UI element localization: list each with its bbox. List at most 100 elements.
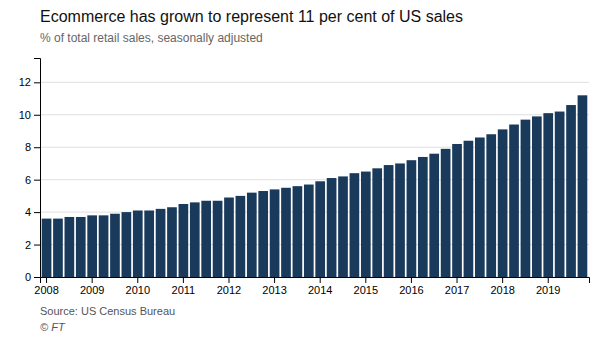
x-tick-mark: [411, 277, 412, 283]
x-tick-label: 2010: [126, 284, 150, 296]
x-tick-label: 2015: [354, 284, 378, 296]
bar: [578, 95, 588, 277]
bar: [224, 198, 234, 277]
x-tick-label: 2019: [536, 284, 560, 296]
y-tick-label: 8: [25, 141, 31, 153]
x-tick-label: 2008: [34, 284, 58, 296]
bar: [179, 204, 189, 277]
y-tick: 2: [25, 239, 40, 251]
bar: [315, 181, 325, 277]
bar: [156, 209, 166, 277]
bar: [99, 215, 109, 277]
x-tick-mark: [92, 277, 93, 283]
x-tick: 2018: [490, 277, 514, 296]
bar: [213, 201, 223, 277]
bar: [407, 160, 417, 277]
x-tick-label: 2018: [490, 284, 514, 296]
bar: [566, 105, 576, 277]
x-tick-mark: [320, 277, 321, 283]
bar: [486, 134, 496, 277]
title: Ecommerce has grown to represent 11 per …: [40, 8, 463, 25]
bar: [327, 178, 337, 277]
y-tick-label: 4: [25, 206, 31, 218]
x-tick-mark: [457, 277, 458, 283]
bar: [521, 120, 531, 277]
y-tick-label: 6: [25, 174, 31, 186]
y-tick: 4: [25, 206, 40, 218]
bar: [236, 196, 246, 277]
x-tick: 2019: [536, 277, 560, 296]
x-tick-mark: [502, 277, 503, 283]
x-tick-mark: [183, 277, 184, 283]
y-tick-mark: [34, 245, 40, 246]
y-axis-line: [34, 59, 41, 278]
bar: [190, 202, 200, 277]
grid-line: [40, 114, 589, 115]
y-tick: 12: [19, 76, 40, 88]
y-tick-label: 10: [19, 109, 31, 121]
y-tick-mark: [34, 115, 40, 116]
x-tick-label: 2014: [308, 284, 332, 296]
bar: [293, 186, 303, 277]
bar: [87, 215, 97, 277]
bar: [418, 157, 428, 277]
bar: [498, 129, 508, 277]
y-tick-mark: [34, 147, 40, 148]
bar: [144, 210, 154, 277]
bar: [429, 154, 439, 277]
x-tick: 2013: [262, 277, 286, 296]
bars: [42, 95, 588, 277]
x-tick-label: 2013: [262, 284, 286, 296]
bar: [42, 219, 52, 277]
x-tick: 2009: [80, 277, 104, 296]
bar: [281, 188, 291, 277]
bar: [338, 176, 348, 277]
x-axis: 2008 2009 2010 2011 2012 2013 2014 2015 2016 2017…: [34, 277, 589, 296]
y-axis: 0 2 4 6 8 10 12: [19, 59, 41, 284]
bar: [372, 168, 382, 277]
bar: [133, 210, 143, 277]
x-tick: 2015: [354, 277, 378, 296]
bar: [65, 217, 75, 277]
bar: [555, 112, 565, 277]
bar: [304, 185, 314, 277]
x-tick: 2014: [308, 277, 332, 296]
bar: [464, 141, 474, 277]
x-tick: 2011: [172, 277, 196, 296]
x-tick: 2010: [126, 277, 150, 296]
annotation: Source: US Census Bureau: [40, 305, 175, 317]
x-axis-line: [41, 278, 590, 284]
x-tick-mark: [137, 277, 138, 283]
x-tick: 2017: [445, 277, 469, 296]
grid-line: [40, 82, 589, 83]
y-tick-mark: [34, 212, 40, 213]
bar: [247, 193, 257, 277]
plot: 2008200920102011201220132014201520162017…: [19, 59, 590, 296]
x-tick-label: 2009: [80, 284, 104, 296]
y-tick: 8: [25, 141, 40, 153]
y-tick-label: 12: [19, 76, 31, 88]
x-tick-label: 2012: [217, 284, 241, 296]
x-tick-label: 2017: [445, 284, 469, 296]
bar: [201, 201, 211, 277]
bar: [543, 113, 553, 277]
x-tick-label: 2016: [399, 284, 423, 296]
y-tick-label: 2: [25, 239, 31, 251]
bar: [475, 137, 485, 277]
bar: [110, 214, 120, 277]
bar: [76, 217, 86, 277]
x-tick: 2008: [34, 277, 58, 296]
bar: [395, 163, 405, 277]
x-tick: 2012: [217, 277, 241, 296]
bar: [441, 149, 451, 277]
x-tick-mark: [274, 277, 275, 283]
bar: [384, 165, 394, 277]
bar: [270, 189, 280, 277]
y-tick: 6: [25, 174, 40, 186]
subtitle: % of total retail sales, seasonally adju…: [40, 31, 263, 45]
x-tick-mark: [365, 277, 366, 283]
x-tick-mark: [548, 277, 549, 283]
y-tick-mark: [34, 180, 40, 181]
x-tick-mark: [46, 277, 47, 283]
y-tick: 0: [25, 271, 40, 283]
